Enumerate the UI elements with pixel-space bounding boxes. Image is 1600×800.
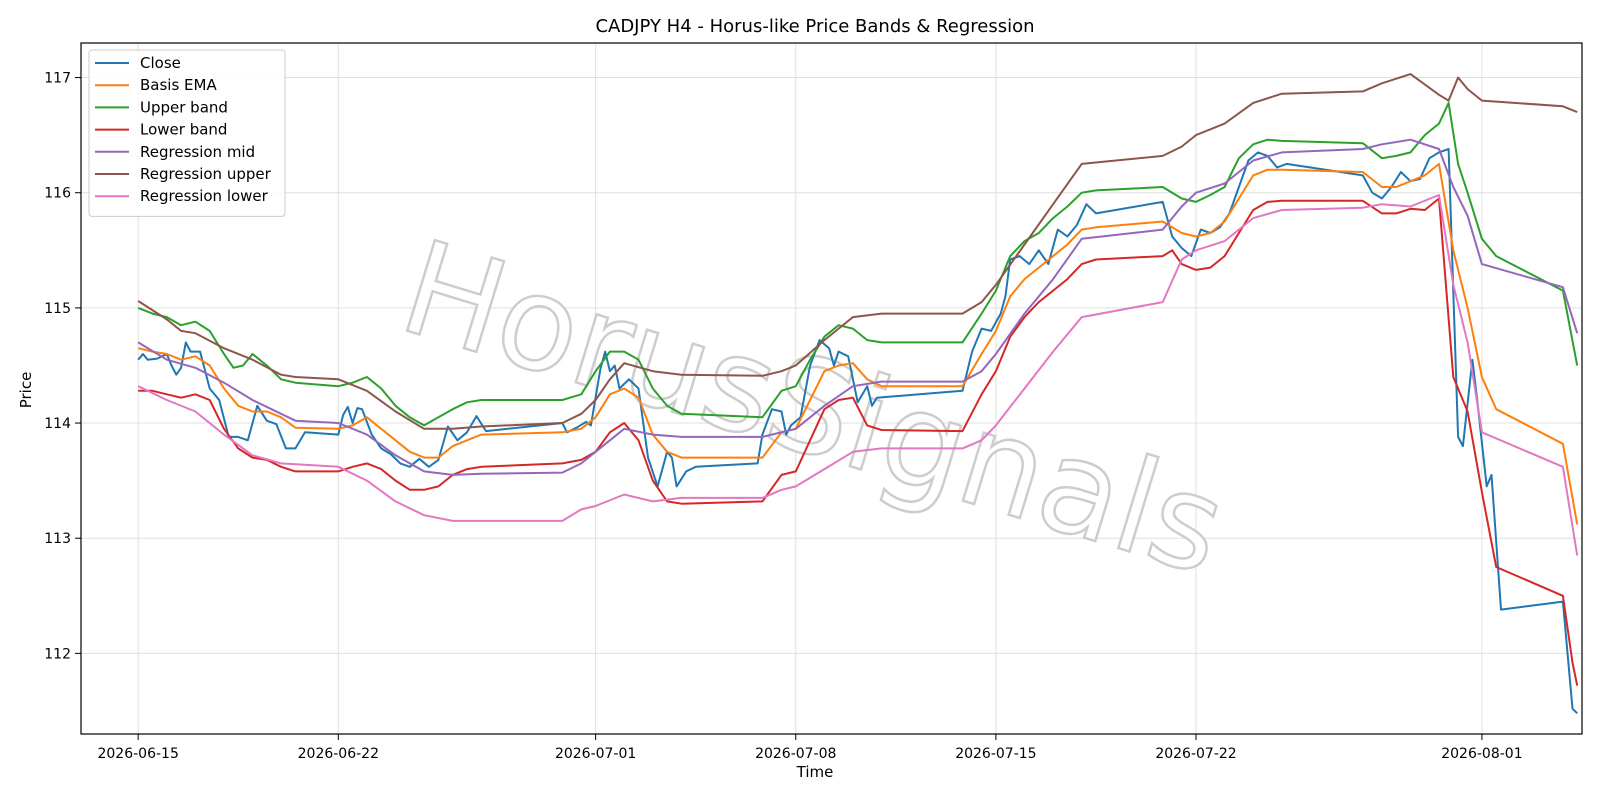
legend-entry: Regression mid: [140, 143, 255, 161]
y-axis-label: Price: [17, 372, 35, 409]
legend-entry: Regression lower: [140, 187, 269, 205]
x-tick-label: 2026-07-01: [555, 746, 636, 762]
series-line-regression-mid: [137, 138, 1579, 476]
watermark-text: HorusSignals: [386, 211, 1241, 604]
series-line-upper-band: [137, 101, 1579, 427]
series-line-regression-lower: [137, 194, 1579, 556]
legend-entry: Lower band: [140, 121, 227, 139]
y-tick-label: 116: [44, 186, 71, 202]
legend-box: [88, 49, 286, 217]
y-tick-label: 113: [44, 531, 71, 547]
x-tick-label: 2026-06-22: [298, 746, 379, 762]
y-tick-label: 115: [44, 301, 71, 317]
x-tick-label: 2026-08-01: [1441, 746, 1522, 762]
series-line-basis-ema: [137, 162, 1579, 525]
chart-title: CADJPY H4 - Horus-like Price Bands & Reg…: [595, 16, 1034, 37]
series-line-regression-upper: [137, 73, 1578, 430]
x-tick-label: 2026-07-15: [955, 746, 1036, 762]
x-axis-label: Time: [796, 763, 834, 781]
legend-entry: Upper band: [140, 98, 228, 116]
legend-entry: Regression upper: [140, 165, 272, 183]
x-tick-label: 2026-07-22: [1155, 746, 1236, 762]
legend: Close Basis EMA Upper band Lower band Regres…: [88, 49, 286, 217]
legend-entry: Close: [140, 54, 181, 72]
x-tick-label: 2026-06-15: [97, 746, 178, 762]
y-axis: 112 113 114 115 116 117: [44, 71, 81, 662]
x-axis: 2026-06-15 2026-06-22 2026-07-01 2026-07-08…: [97, 734, 1523, 762]
watermark: HorusSignals: [385, 210, 1243, 606]
y-tick-label: 117: [44, 71, 71, 87]
grid: [81, 43, 1582, 734]
legend-entry: Basis EMA: [140, 76, 217, 94]
y-tick-label: 114: [44, 416, 71, 432]
x-tick-label: 2026-07-08: [755, 746, 836, 762]
series-line-lower-band: [138, 197, 1579, 686]
plot-frame: [80, 42, 1583, 735]
series-lines: [137, 73, 1579, 715]
series-line-close: [137, 148, 1578, 715]
y-tick-label: 112: [44, 646, 71, 662]
